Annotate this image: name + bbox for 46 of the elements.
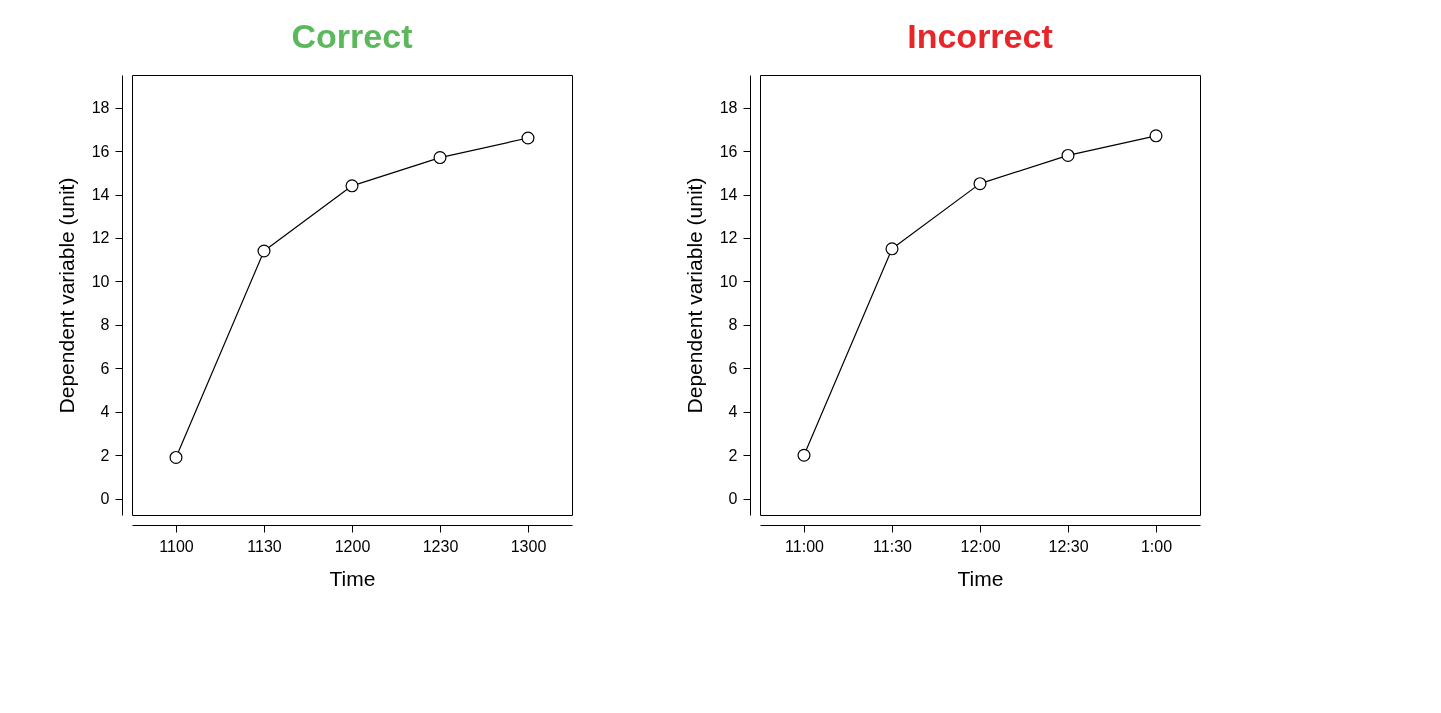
y-tick-label: 14: [719, 186, 738, 204]
x-tick-label: 1100: [159, 537, 194, 555]
point: [433, 151, 447, 165]
y-tick-label: 10: [91, 272, 110, 290]
x-tick-label: 1300: [510, 537, 547, 555]
point: [257, 244, 271, 258]
y-axis-title: Dependent variable (unit): [54, 177, 78, 414]
y-tick-label: 0: [100, 490, 110, 508]
y-axis-title: Dependent variable (unit): [682, 177, 706, 414]
point: [973, 177, 987, 191]
point: [797, 448, 811, 462]
x-axis-title: Time: [329, 566, 376, 590]
x-tick-label: 11:00: [785, 537, 825, 555]
point: [521, 131, 535, 145]
x-axis-title: Time: [957, 566, 1004, 590]
point: [1061, 148, 1075, 162]
y-tick-label: 18: [91, 99, 110, 117]
x-tick-label: 1:00: [1140, 537, 1173, 555]
y-tick-label: 12: [91, 229, 110, 247]
x-tick-label: 1130: [247, 537, 282, 555]
y-tick-label: 8: [728, 316, 738, 334]
y-tick-label: 2: [728, 446, 738, 464]
y-tick-label: 14: [91, 186, 110, 204]
chart-title: Correct: [291, 17, 413, 55]
y-tick-label: 2: [100, 446, 110, 464]
y-tick-label: 10: [719, 272, 738, 290]
point: [885, 242, 899, 256]
point: [169, 450, 183, 464]
point: [1149, 129, 1163, 143]
x-tick-label: 12:30: [1048, 537, 1089, 555]
y-tick-label: 8: [100, 316, 110, 334]
y-tick-label: 16: [91, 142, 110, 160]
y-tick-label: 6: [728, 359, 738, 377]
y-tick-label: 6: [100, 359, 110, 377]
x-tick-label: 12:00: [960, 537, 1001, 555]
x-tick-label: 11:30: [873, 537, 913, 555]
y-tick-label: 0: [728, 490, 738, 508]
chart-title: Incorrect: [907, 17, 1053, 55]
point: [345, 179, 359, 193]
y-tick-label: 4: [100, 403, 110, 421]
y-tick-label: 4: [728, 403, 738, 421]
y-tick-label: 18: [719, 99, 738, 117]
x-tick-label: 1200: [334, 537, 371, 555]
y-tick-label: 12: [719, 229, 738, 247]
y-tick-label: 16: [719, 142, 738, 160]
x-tick-label: 1230: [422, 537, 459, 555]
